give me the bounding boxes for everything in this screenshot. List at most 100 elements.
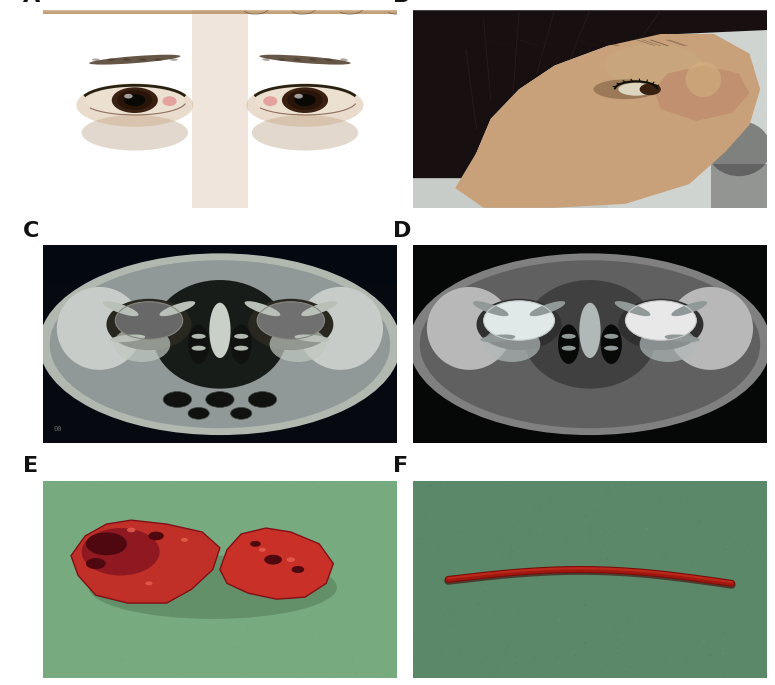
Bar xyxy=(658,543,660,545)
Bar xyxy=(586,554,587,556)
Bar xyxy=(420,630,422,631)
Bar xyxy=(542,640,543,642)
Bar xyxy=(761,531,763,532)
Bar xyxy=(379,499,380,500)
Bar xyxy=(618,655,620,656)
Bar xyxy=(480,654,481,655)
Bar xyxy=(516,571,518,573)
Bar xyxy=(537,528,539,530)
Bar xyxy=(57,600,58,601)
Bar xyxy=(205,536,206,537)
Bar xyxy=(245,549,246,551)
Ellipse shape xyxy=(81,528,160,575)
Bar xyxy=(129,611,130,612)
Bar xyxy=(670,558,672,560)
Bar xyxy=(683,630,684,632)
Bar xyxy=(694,604,696,605)
Bar xyxy=(751,629,753,630)
Bar xyxy=(336,485,337,486)
Bar xyxy=(737,636,739,638)
Bar xyxy=(256,505,257,506)
Bar xyxy=(764,563,766,564)
Bar xyxy=(763,585,764,586)
Bar xyxy=(352,673,353,674)
Bar xyxy=(532,645,533,647)
Bar xyxy=(600,531,602,533)
Bar xyxy=(429,637,430,638)
Bar xyxy=(586,488,587,489)
Bar xyxy=(393,666,394,667)
Bar xyxy=(766,584,767,585)
Bar xyxy=(43,12,397,14)
Bar xyxy=(446,586,447,587)
Bar xyxy=(710,573,711,574)
Bar xyxy=(708,634,709,635)
Bar xyxy=(716,603,718,604)
Polygon shape xyxy=(220,528,333,599)
Bar xyxy=(646,529,648,530)
Bar xyxy=(439,581,440,582)
Bar xyxy=(527,504,528,505)
Bar xyxy=(624,669,625,670)
Bar xyxy=(534,525,536,526)
Bar xyxy=(664,618,666,619)
Ellipse shape xyxy=(707,121,771,176)
Bar xyxy=(655,541,656,543)
Bar xyxy=(505,653,506,654)
Bar xyxy=(43,11,397,13)
Bar xyxy=(558,627,560,630)
Bar xyxy=(512,613,514,614)
Bar xyxy=(487,662,489,663)
Bar xyxy=(678,533,679,534)
Bar xyxy=(687,584,690,586)
Bar xyxy=(743,610,745,611)
Bar xyxy=(586,522,587,523)
Ellipse shape xyxy=(580,303,601,358)
Bar xyxy=(43,12,397,14)
Bar xyxy=(558,676,560,677)
Bar xyxy=(615,546,618,548)
Bar xyxy=(438,525,439,526)
Bar xyxy=(119,514,121,515)
Bar xyxy=(558,621,560,622)
Bar xyxy=(432,548,434,549)
Bar xyxy=(544,643,546,645)
Bar xyxy=(524,524,525,525)
Bar xyxy=(43,11,397,13)
Ellipse shape xyxy=(50,260,390,428)
Bar xyxy=(295,486,296,487)
Bar xyxy=(443,553,444,554)
Bar xyxy=(441,609,443,610)
Bar xyxy=(436,536,439,538)
Bar xyxy=(48,566,49,568)
Bar xyxy=(639,674,640,675)
Bar xyxy=(536,649,538,651)
Bar xyxy=(280,606,281,608)
Bar xyxy=(442,666,443,667)
Bar xyxy=(483,507,484,508)
Bar xyxy=(539,673,541,674)
Bar xyxy=(606,558,608,560)
Bar xyxy=(55,556,56,557)
Bar xyxy=(627,596,629,597)
Bar xyxy=(480,564,481,566)
Bar xyxy=(514,656,516,658)
Bar xyxy=(708,562,709,563)
Bar xyxy=(556,644,557,645)
Bar xyxy=(456,506,457,507)
Bar xyxy=(43,11,397,13)
Bar xyxy=(656,650,657,651)
Bar xyxy=(486,628,487,629)
Ellipse shape xyxy=(298,287,383,370)
Bar xyxy=(611,671,614,673)
Ellipse shape xyxy=(139,58,146,61)
Bar xyxy=(178,530,179,532)
Bar xyxy=(356,523,357,524)
Bar xyxy=(627,621,629,623)
Bar xyxy=(43,10,397,12)
Bar xyxy=(618,656,619,657)
Bar xyxy=(715,509,717,510)
Bar xyxy=(476,582,478,584)
Bar xyxy=(661,499,662,500)
Ellipse shape xyxy=(473,301,508,316)
